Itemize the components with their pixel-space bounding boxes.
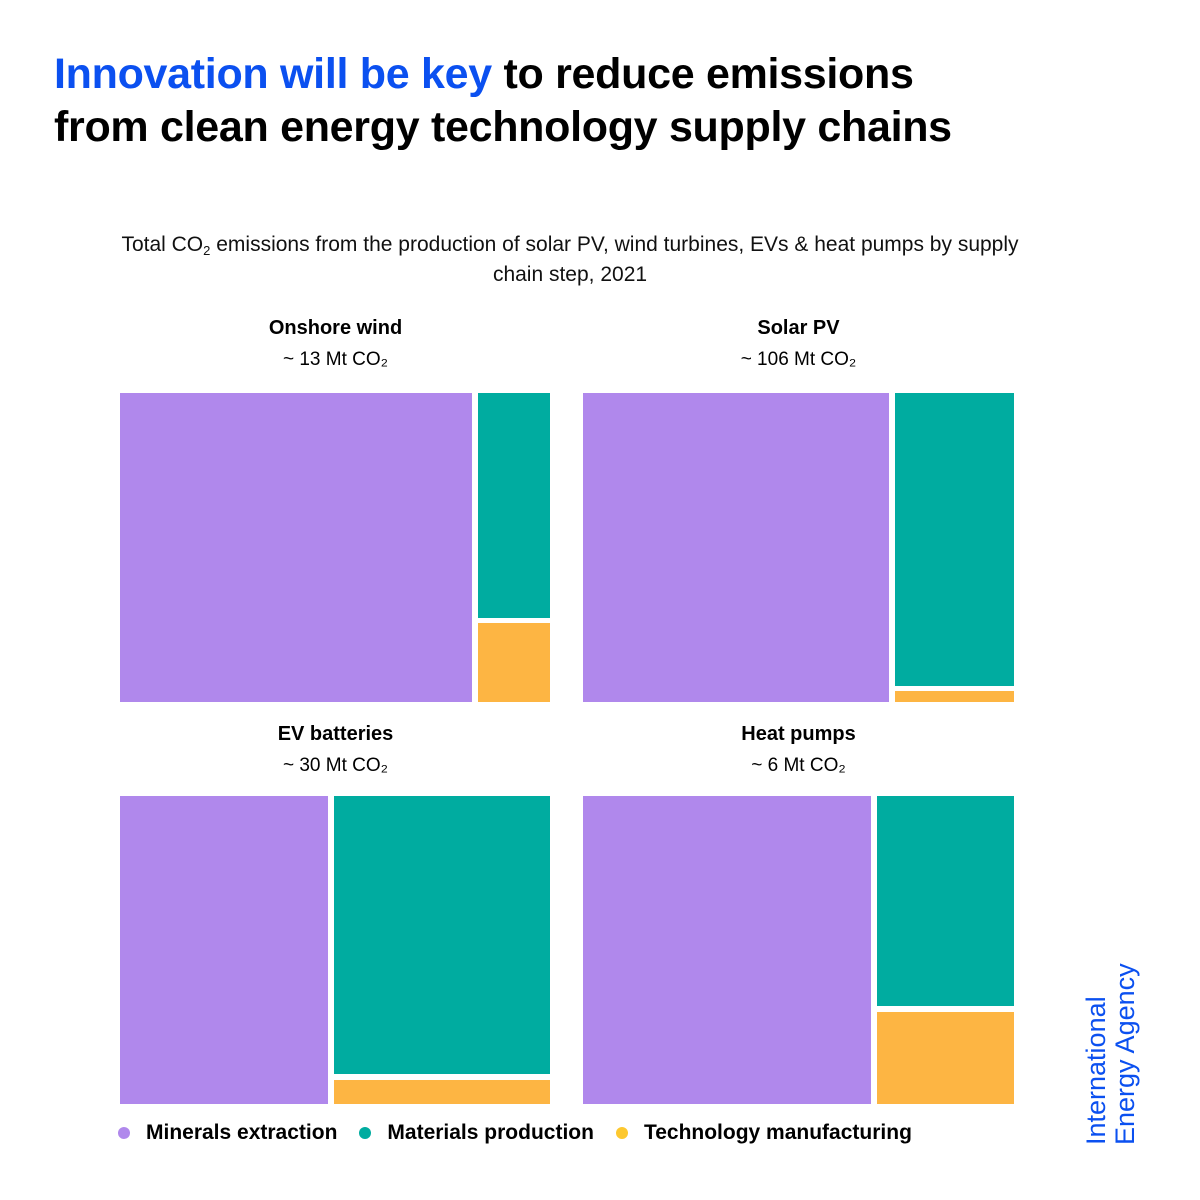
cell-minerals-extraction [583,796,871,1104]
legend-label: Technology manufacturing [643,1121,912,1144]
panel-total: ~ 13 Mt CO₂ [282,349,389,370]
treemap-ev-batteries [120,796,550,1104]
cell-technology-manufacturing [334,1080,550,1104]
treemap-heat-pumps [583,796,1014,1104]
subtitle-part: emissions from the production of solar P… [210,233,1019,286]
subtitle-part: Total CO [121,233,204,256]
treemap-onshore-wind [120,393,550,702]
cell-materials-production [478,393,550,618]
chart-title: Innovation will be key to reduce emissio… [54,48,1154,154]
cell-technology-manufacturing [895,691,1014,702]
cell-minerals-extraction [120,393,472,702]
cell-materials-production [877,796,1014,1006]
cell-technology-manufacturing [478,623,550,702]
legend-dot-icon [359,1127,372,1139]
subtitle-subscript: 2 [203,243,211,258]
cell-minerals-extraction [583,393,889,702]
legend-label: Materials production [387,1121,594,1144]
cell-materials-production [334,796,550,1074]
title-highlight: Innovation will be key [54,50,492,98]
cell-technology-manufacturing [877,1012,1014,1104]
panel-header-heat-pumps: Heat pumps ~ 6 Mt CO₂ [583,721,1014,779]
cell-minerals-extraction [120,796,328,1104]
iea-logo: International Energy Agency [1081,905,1140,1145]
brand-line2: Energy Agency [1110,963,1140,1145]
legend-dot-icon [615,1127,628,1139]
legend-label: Minerals extraction [146,1121,338,1144]
legend: Minerals extraction Materials production… [118,1118,934,1148]
cell-materials-production [895,393,1014,686]
chart-subtitle: Total CO2 emissions from the production … [120,230,1020,290]
title-line2: from clean energy technology supply chai… [54,103,952,151]
panel-total: ~ 6 Mt CO₂ [751,755,846,776]
legend-item-materials: Materials production [359,1118,594,1148]
title-rest: to reduce emissions [491,50,914,98]
panel-total: ~ 30 Mt CO₂ [282,755,389,776]
panel-name: Onshore wind [268,317,403,339]
panel-total: ~ 106 Mt CO₂ [740,349,857,370]
legend-item-manufacturing: Technology manufacturing [615,1118,912,1148]
panel-name: Solar PV [757,317,840,339]
panel-name: Heat pumps [741,723,856,745]
panel-header-solar-pv: Solar PV ~ 106 Mt CO₂ [583,315,1014,373]
legend-dot-icon [118,1127,130,1139]
panel-header-ev-batteries: EV batteries ~ 30 Mt CO₂ [120,721,551,779]
panel-header-onshore-wind: Onshore wind ~ 13 Mt CO₂ [120,315,551,373]
legend-item-minerals: Minerals extraction [118,1118,337,1148]
panel-name: EV batteries [277,723,394,745]
treemap-solar-pv [583,393,1014,702]
brand-line1: International [1081,996,1111,1145]
